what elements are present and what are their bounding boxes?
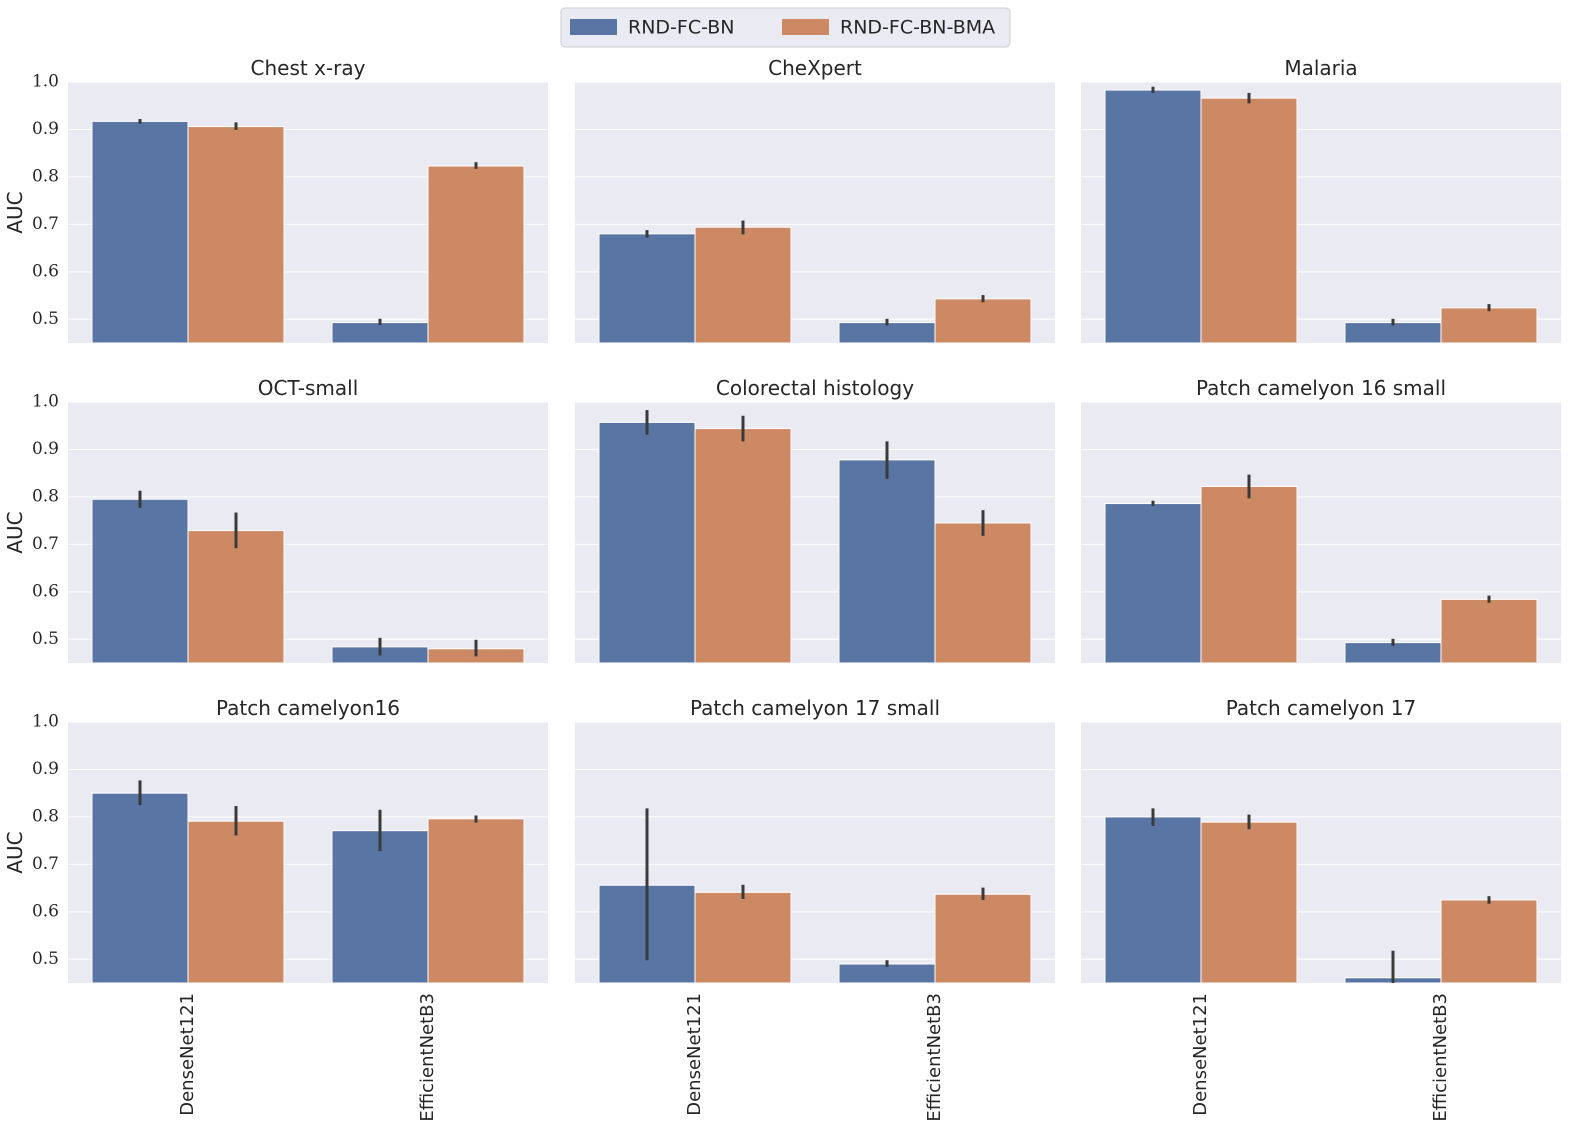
panel-title: Patch camelyon 17 [1226,696,1416,720]
y-tick-label: 1.0 [32,72,59,92]
y-tick-label: 0.6 [32,581,59,601]
bar [598,421,696,664]
y-axis-label: AUC [3,191,27,233]
panel: 0.5 0.6 0.7 0.8 0.9 1.0 AUC Patch camelyon16 Den… [3,696,548,1122]
bar [694,428,792,664]
legend: RND-FC-BN RND-FC-BN-BMA [560,7,1011,48]
x-tick-label: EfficientNetB3 [924,993,945,1122]
bar [91,792,189,984]
panel: Patch camelyon 17 DenseNet121 EfficientNet… [1081,696,1561,1122]
bar [187,820,285,984]
bar [91,498,189,664]
bar [1104,89,1202,344]
legend-swatch [570,19,617,35]
y-tick-label: 0.8 [32,486,59,506]
panel-title: CheXpert [768,56,862,80]
y-axis-label: AUC [3,831,27,873]
bar [331,322,429,344]
bar [1200,485,1298,664]
panel-title: Malaria [1284,56,1357,80]
y-tick-label: 0.7 [32,534,59,554]
y-tick-label: 0.9 [32,119,59,139]
bar [838,459,936,664]
panel-title: Patch camelyon 17 small [690,696,940,720]
panel: Patch camelyon 16 small [1081,376,1561,664]
panel: CheXpert [575,56,1055,344]
panel: 0.5 0.6 0.7 0.8 0.9 1.0 AUC Chest x-ray [3,56,548,344]
x-tick-label: DenseNet121 [177,993,198,1116]
bar [187,530,285,664]
y-tick-label: 0.7 [32,854,59,874]
panel: Patch camelyon 17 small DenseNet121 Effici… [575,696,1055,1122]
panel: Malaria [1081,56,1561,344]
panel: 0.5 0.6 0.7 0.8 0.9 1.0 AUC OCT-small [3,376,548,664]
panel-title: Patch camelyon 16 small [1196,376,1446,400]
panel-title: Patch camelyon16 [216,696,400,720]
bar [427,165,525,344]
y-tick-label: 0.6 [32,261,59,281]
panel-title: OCT-small [258,376,359,400]
x-tick-label: EfficientNetB3 [417,993,438,1122]
bar [1104,816,1202,984]
bar [427,818,525,984]
bar [838,322,936,344]
y-tick-label: 1.0 [32,392,59,412]
bar [694,226,792,344]
bar [934,893,1032,984]
legend-label: RND-FC-BN [628,17,735,39]
y-tick-label: 0.5 [32,629,59,649]
bar [1440,598,1538,664]
bar [187,126,285,344]
legend-swatch [782,19,829,35]
y-tick-label: 0.7 [32,214,59,234]
panel-title: Colorectal histology [716,376,914,400]
panel: Colorectal histology [575,376,1055,664]
x-tick-label: DenseNet121 [1190,993,1211,1116]
bar [934,522,1032,664]
bar [934,298,1032,344]
bar [1344,322,1442,344]
y-axis-label: AUC [3,511,27,553]
bar [331,830,429,984]
y-tick-label: 0.8 [32,166,59,186]
bar [1440,899,1538,984]
bar [1440,307,1538,344]
bar [1104,503,1202,664]
y-tick-label: 0.9 [32,439,59,459]
panel-title: Chest x-ray [251,56,366,80]
y-tick-label: 1.0 [32,712,59,732]
bar [1200,97,1298,344]
y-tick-label: 0.9 [32,759,59,779]
y-tick-label: 0.8 [32,806,59,826]
bar [1200,821,1298,984]
bar [91,120,189,344]
bar [694,891,792,984]
bar [598,233,696,344]
x-tick-label: DenseNet121 [684,993,705,1116]
x-tick-label: EfficientNetB3 [1430,993,1451,1122]
legend-label: RND-FC-BN-BMA [840,17,995,39]
y-tick-label: 0.6 [32,901,59,921]
y-tick-label: 0.5 [32,309,59,329]
y-tick-label: 0.5 [32,949,59,969]
